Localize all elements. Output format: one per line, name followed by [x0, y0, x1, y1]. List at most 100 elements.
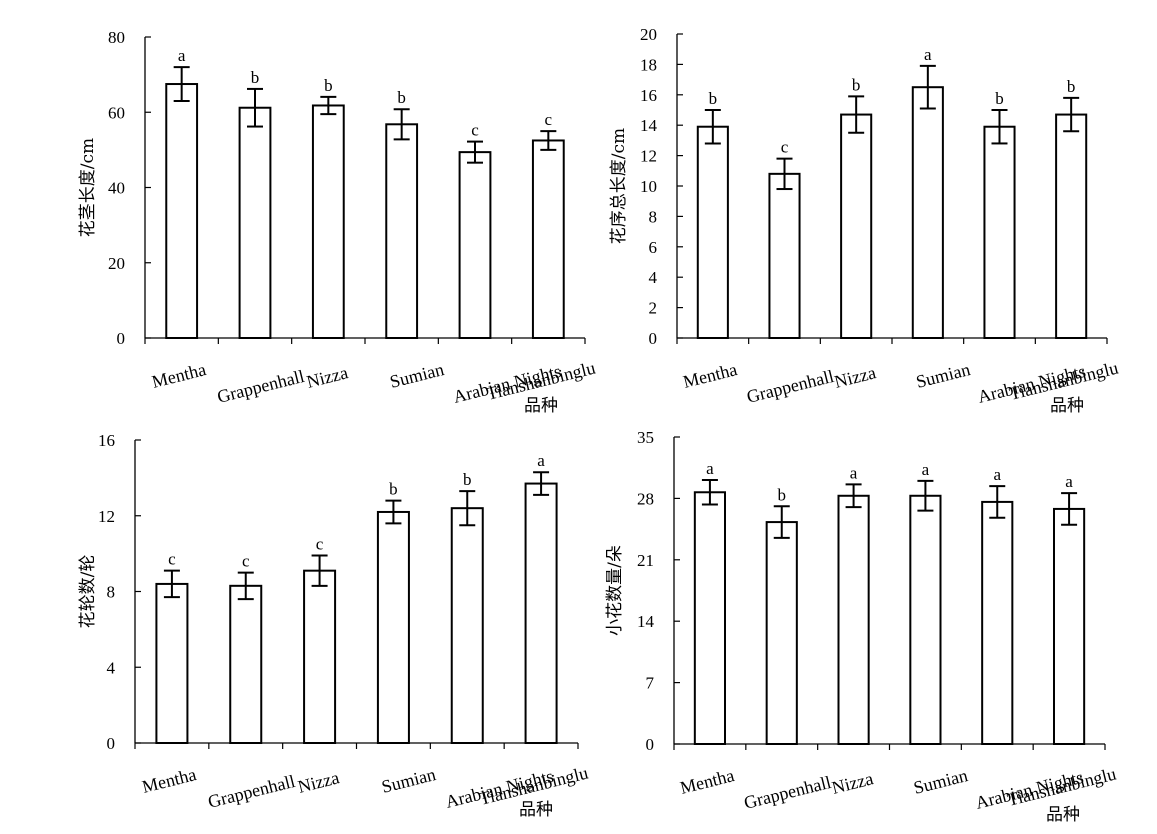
y-tick-label: 35: [637, 428, 654, 447]
y-tick-label: 40: [108, 179, 125, 198]
y-tick-label: 4: [107, 658, 116, 677]
bar: [165, 83, 199, 339]
y-axis-title: 花序总长度/cm: [609, 128, 629, 244]
significance-label: b: [709, 89, 718, 108]
bar: [450, 507, 484, 744]
significance-label: b: [463, 470, 472, 489]
y-tick-label: 0: [117, 329, 126, 348]
significance-label: b: [852, 75, 861, 94]
significance-label: a: [993, 465, 1001, 484]
y-tick-label: 18: [640, 55, 657, 74]
significance-label: b: [389, 480, 398, 499]
chart-panel-4: 0 7 14 21 28 35 a Mentha b Grappenhall a Nizza a Sumi…: [605, 428, 1118, 825]
bar: [1052, 507, 1086, 745]
chart-panel-3: 0 4 8 12 16 c Mentha c Grappenhall c Nizza b Sumian b…: [78, 431, 590, 820]
category-label: Sumian: [912, 765, 970, 798]
significance-label: a: [1065, 472, 1073, 491]
y-tick-label: 8: [107, 583, 116, 602]
y-tick-label: 0: [646, 735, 655, 754]
bar: [983, 125, 1016, 339]
category-label: Grappenhall: [742, 772, 833, 813]
y-tick-label: 7: [646, 674, 655, 693]
y-tick-label: 60: [108, 103, 125, 122]
category-label: Mentha: [150, 359, 208, 392]
significance-label: b: [397, 88, 406, 107]
y-tick-label: 6: [649, 238, 658, 257]
bar: [911, 86, 944, 339]
category-label: Grappenhall: [206, 771, 297, 812]
significance-label: c: [316, 535, 324, 554]
y-axis-title: 花茎长度/cm: [78, 138, 98, 237]
significance-label: b: [251, 68, 260, 87]
bar: [303, 569, 337, 745]
bar: [1055, 113, 1088, 339]
bar: [693, 491, 727, 746]
y-axis-title: 小花数量/朵: [605, 545, 625, 636]
y-tick-label: 16: [98, 431, 115, 450]
category-label: Mentha: [140, 764, 198, 797]
y-tick-label: 4: [649, 268, 658, 287]
bar: [909, 494, 942, 746]
y-tick-label: 12: [98, 507, 115, 526]
significance-label: a: [706, 459, 714, 478]
significance-label: a: [537, 451, 545, 470]
category-label: Nizza: [832, 362, 878, 392]
y-tick-label: 14: [640, 116, 658, 135]
y-tick-label: 20: [108, 254, 125, 273]
x-axis-title: 品种: [519, 800, 553, 820]
significance-label: c: [781, 138, 789, 157]
category-label: Mentha: [681, 359, 739, 392]
y-tick-label: 28: [637, 489, 654, 508]
x-axis-title: 品种: [524, 396, 558, 416]
category-label: Nizza: [296, 767, 342, 797]
significance-label: c: [471, 121, 479, 140]
bar: [840, 113, 873, 339]
bar: [385, 123, 419, 340]
bar: [524, 482, 558, 744]
chart-panel-1: 0 20 40 60 80 a Mentha b Grappenhall b Nizza b Sumia…: [78, 28, 597, 416]
bar: [981, 500, 1014, 745]
significance-label: a: [178, 46, 186, 65]
chart-panel-2: 0 2 4 6 8 10 12 14 16 18 20 b Mentha c Grappenhall b Niz…: [609, 25, 1120, 416]
x-axis-title: 品种: [1046, 805, 1080, 825]
y-tick-label: 8: [649, 207, 658, 226]
y-tick-label: 0: [649, 329, 658, 348]
bar: [765, 521, 798, 746]
bar: [531, 139, 565, 339]
significance-label: a: [924, 45, 932, 64]
significance-label: c: [168, 550, 176, 569]
significance-label: b: [324, 76, 333, 95]
bar: [837, 494, 870, 746]
y-tick-label: 21: [637, 551, 654, 570]
y-tick-label: 12: [640, 147, 657, 166]
category-label: Grappenhall: [745, 366, 836, 407]
category-label: Sumian: [388, 359, 446, 392]
y-tick-label: 0: [107, 734, 116, 753]
category-label: Nizza: [830, 768, 876, 798]
y-tick-label: 2: [649, 299, 658, 318]
significance-label: b: [1067, 77, 1076, 96]
category-label: Mentha: [678, 765, 736, 798]
category-label: Grappenhall: [215, 366, 306, 407]
category-label: Sumian: [914, 359, 972, 392]
bar: [311, 104, 345, 340]
category-label: Nizza: [304, 362, 350, 392]
y-tick-label: 20: [640, 25, 657, 44]
bar: [238, 106, 272, 339]
y-tick-label: 16: [640, 86, 657, 105]
y-tick-label: 80: [108, 28, 125, 47]
significance-label: b: [995, 89, 1004, 108]
bar: [458, 151, 492, 339]
bar: [155, 582, 189, 744]
bar: [696, 125, 729, 339]
bar: [229, 584, 263, 744]
category-label: Sumian: [380, 764, 438, 797]
y-tick-label: 14: [637, 612, 655, 631]
significance-label: c: [242, 552, 250, 571]
bar: [376, 510, 410, 744]
significance-label: c: [545, 110, 553, 129]
significance-label: a: [850, 463, 858, 482]
y-tick-label: 10: [640, 177, 657, 196]
x-axis-title: 品种: [1050, 396, 1084, 416]
y-axis-title: 花轮数/轮: [78, 555, 98, 629]
